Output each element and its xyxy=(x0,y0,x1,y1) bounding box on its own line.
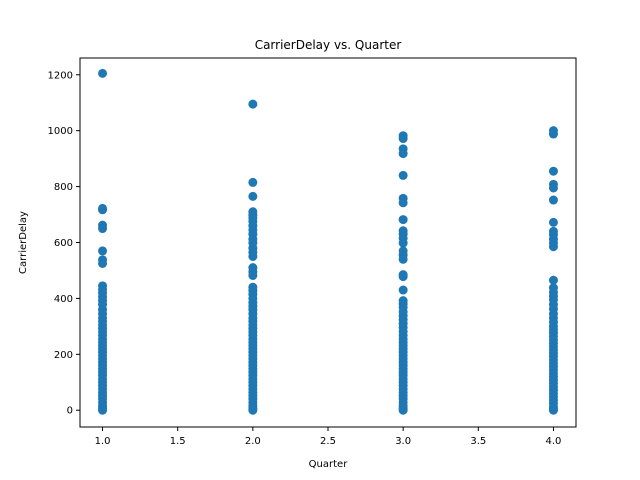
data-point xyxy=(548,183,558,193)
data-point xyxy=(398,272,408,282)
data-points xyxy=(98,68,558,415)
x-tick-label: 2.5 xyxy=(320,436,336,447)
x-tick-label: 1.0 xyxy=(95,436,111,447)
y-tick-label: 1200 xyxy=(48,70,73,81)
data-point xyxy=(398,149,408,159)
data-point xyxy=(98,246,108,256)
y-axis-label: CarrierDelay xyxy=(18,211,29,274)
data-point xyxy=(98,68,108,78)
x-tick-label: 2.0 xyxy=(245,436,261,447)
data-point xyxy=(398,170,408,180)
data-point xyxy=(548,405,558,415)
y-tick-label: 0 xyxy=(67,406,73,417)
x-axis-label: Quarter xyxy=(309,459,349,470)
y-tick-label: 800 xyxy=(54,182,73,193)
x-tick-label: 3.0 xyxy=(395,436,411,447)
data-point xyxy=(548,195,558,205)
data-point xyxy=(248,191,258,201)
x-tick-label: 4.0 xyxy=(546,436,562,447)
chart-title: CarrierDelay vs. Quarter xyxy=(255,38,402,52)
data-point xyxy=(248,405,258,415)
data-point xyxy=(398,285,408,295)
data-point xyxy=(398,238,408,248)
data-point xyxy=(98,224,108,234)
data-point xyxy=(548,275,558,285)
y-tick-label: 400 xyxy=(54,294,73,305)
data-point xyxy=(98,205,108,215)
data-point xyxy=(248,251,258,261)
data-point xyxy=(398,254,408,264)
plot-frame xyxy=(79,57,577,428)
data-point xyxy=(248,270,258,280)
data-point xyxy=(398,198,408,208)
data-point xyxy=(98,405,108,415)
data-point xyxy=(548,242,558,252)
data-point xyxy=(398,215,408,225)
data-point xyxy=(98,258,108,268)
data-point xyxy=(398,405,408,415)
data-point xyxy=(248,99,258,109)
x-tick-label: 1.5 xyxy=(170,436,186,447)
y-tick-label: 200 xyxy=(54,350,73,361)
y-tick-label: 600 xyxy=(54,238,73,249)
data-point xyxy=(548,166,558,176)
x-tick-label: 3.5 xyxy=(470,436,486,447)
y-axis-ticks: 0 200 400 600 800 1000 1200 xyxy=(48,70,80,417)
y-tick-label: 1000 xyxy=(48,126,73,137)
data-point xyxy=(548,217,558,227)
data-point xyxy=(248,177,258,187)
data-point xyxy=(548,129,558,139)
x-axis-ticks: 1.0 1.5 2.0 2.5 3.0 3.5 4.0 xyxy=(95,427,562,447)
data-point xyxy=(398,134,408,144)
